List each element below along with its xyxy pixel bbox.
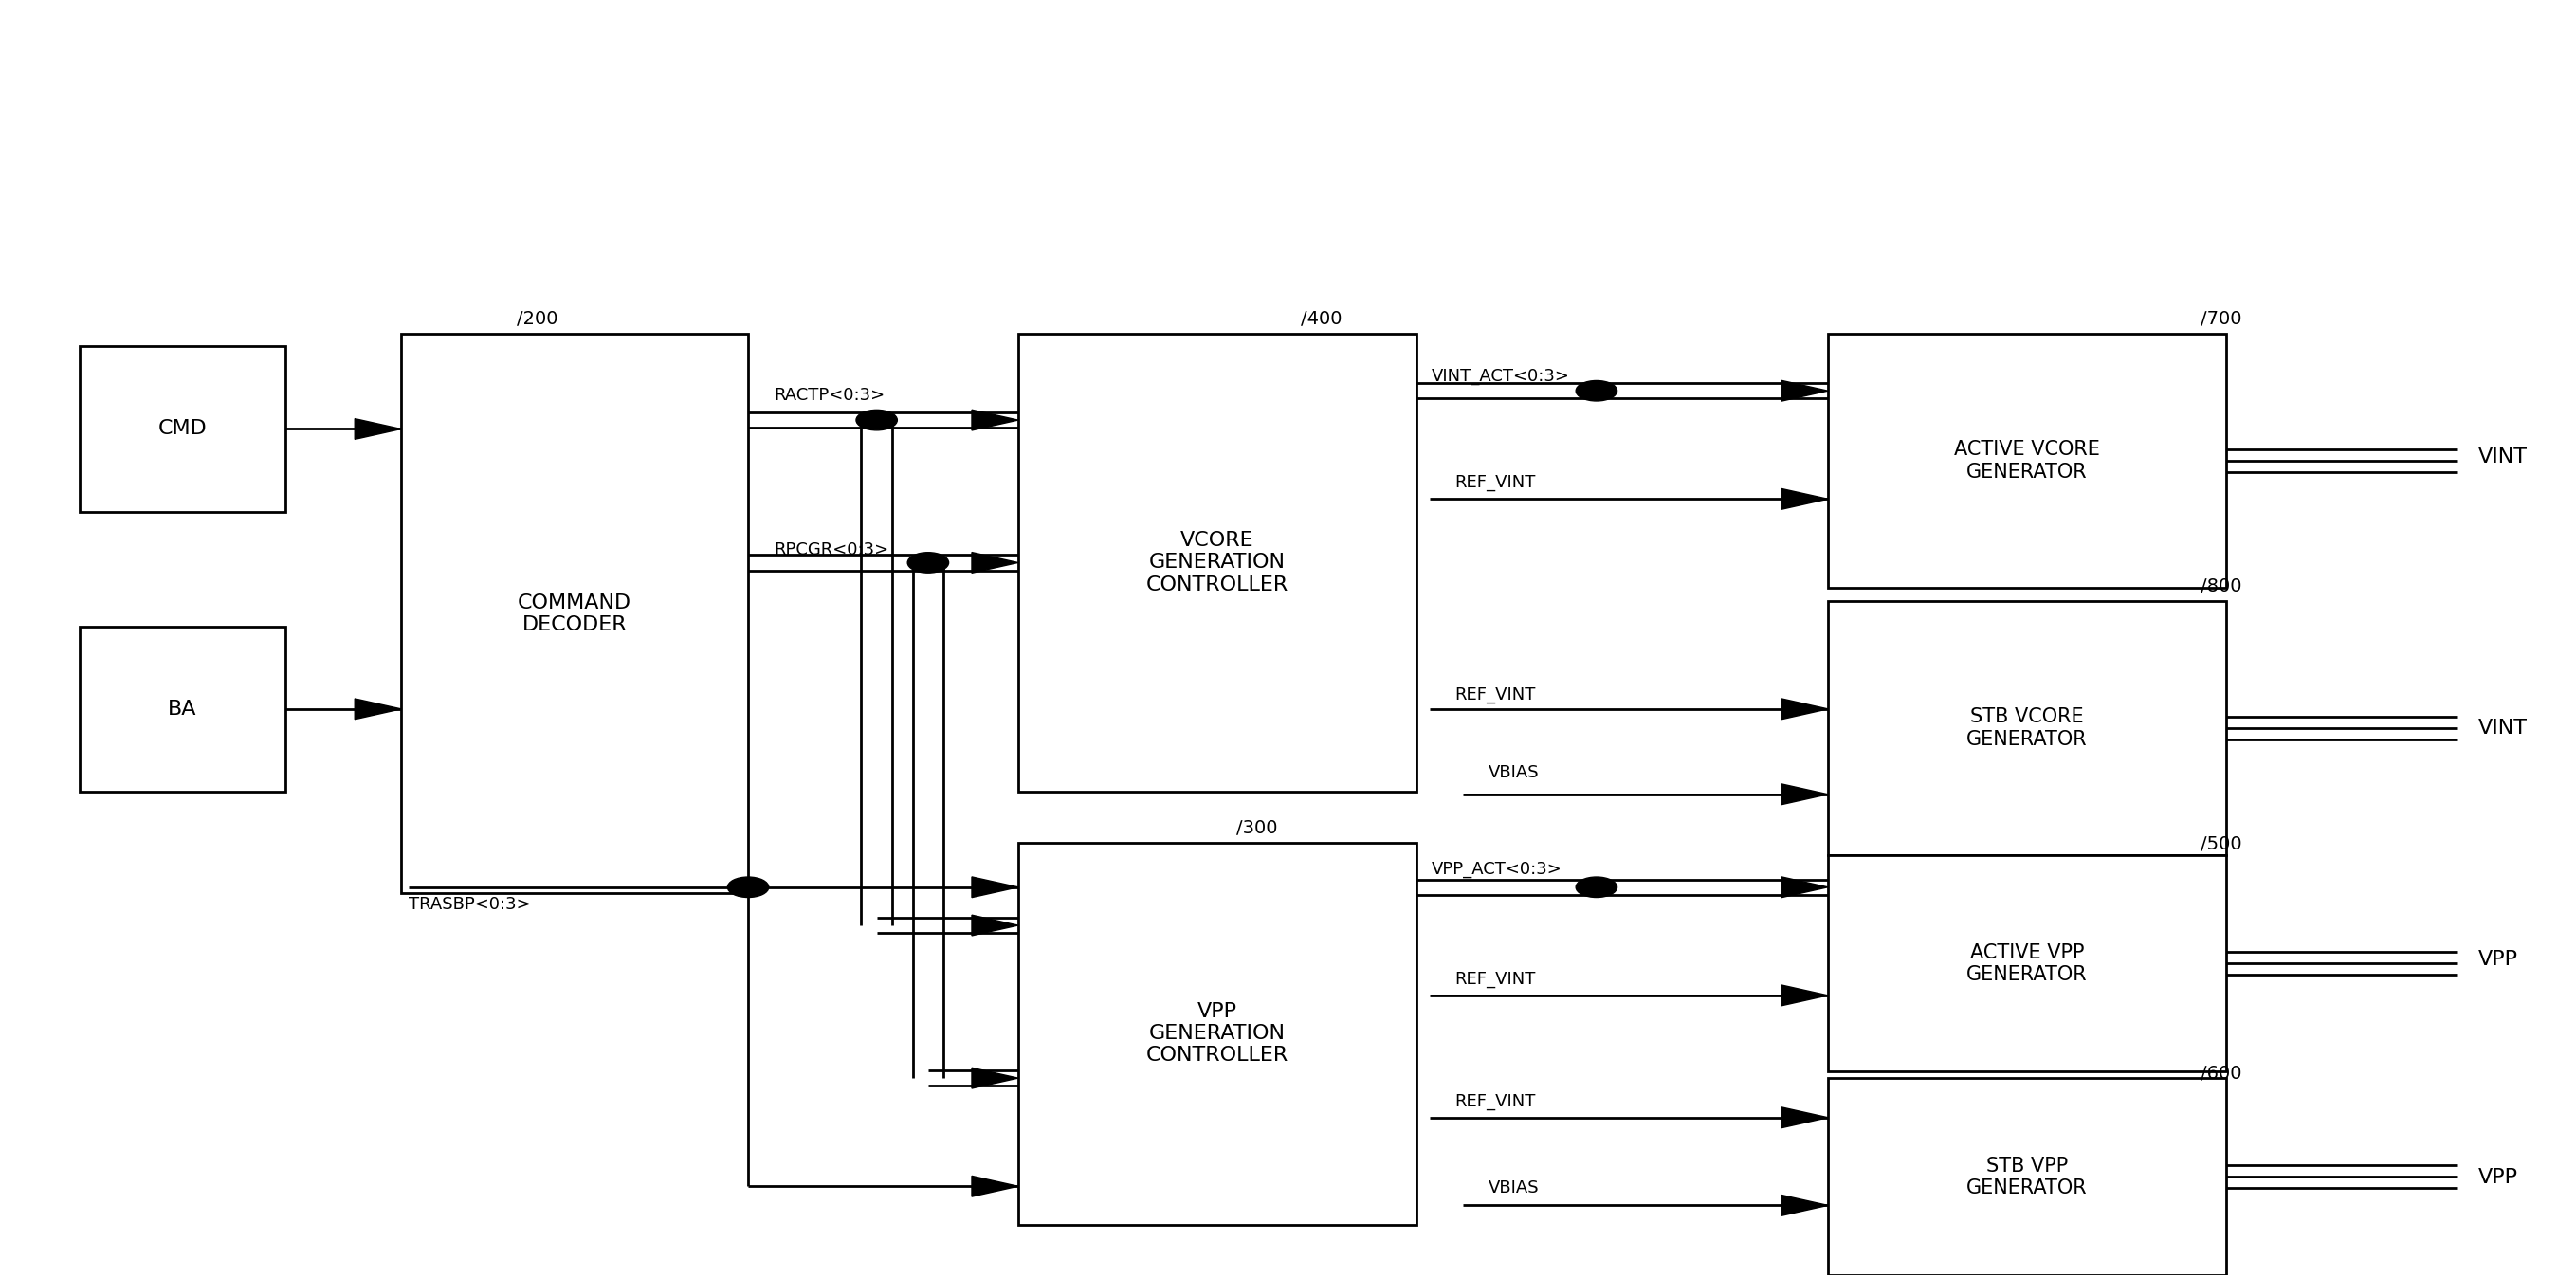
Text: ∕300: ∕300 xyxy=(1236,818,1278,836)
Text: ∕700: ∕700 xyxy=(2200,309,2241,327)
Polygon shape xyxy=(971,915,1018,935)
Text: VINT: VINT xyxy=(2478,718,2527,737)
Circle shape xyxy=(1577,381,1618,401)
Polygon shape xyxy=(1783,1107,1829,1128)
Polygon shape xyxy=(1783,1195,1829,1215)
Text: COMMAND
DECODER: COMMAND DECODER xyxy=(518,593,631,634)
Text: BA: BA xyxy=(167,699,196,718)
Polygon shape xyxy=(971,877,1018,897)
Text: REF_VINT: REF_VINT xyxy=(1455,1093,1535,1109)
Text: ACTIVE VCORE
GENERATOR: ACTIVE VCORE GENERATOR xyxy=(1955,441,2099,482)
Circle shape xyxy=(907,552,948,573)
Text: VPP: VPP xyxy=(2478,951,2519,969)
Text: VINT: VINT xyxy=(2478,447,2527,466)
Bar xyxy=(80,346,286,511)
Bar xyxy=(402,334,747,893)
Circle shape xyxy=(1577,877,1618,897)
Polygon shape xyxy=(1783,985,1829,1006)
Text: REF_VINT: REF_VINT xyxy=(1455,686,1535,704)
Polygon shape xyxy=(355,699,402,720)
Text: ∕800: ∕800 xyxy=(2200,576,2241,594)
Text: ACTIVE VPP
GENERATOR: ACTIVE VPP GENERATOR xyxy=(1965,943,2087,984)
Text: VCORE
GENERATION
CONTROLLER: VCORE GENERATION CONTROLLER xyxy=(1146,532,1288,594)
Text: RPCGR<0:3>: RPCGR<0:3> xyxy=(773,542,889,558)
Text: STB VCORE
GENERATOR: STB VCORE GENERATOR xyxy=(1965,708,2087,749)
Text: STB VPP
GENERATOR: STB VPP GENERATOR xyxy=(1965,1157,2087,1197)
Polygon shape xyxy=(971,1176,1018,1196)
Polygon shape xyxy=(971,1068,1018,1089)
Circle shape xyxy=(726,877,768,897)
Polygon shape xyxy=(971,552,1018,573)
Polygon shape xyxy=(1783,877,1829,897)
Bar xyxy=(1829,601,2226,855)
Text: VINT_ACT<0:3>: VINT_ACT<0:3> xyxy=(1432,367,1571,385)
Polygon shape xyxy=(971,410,1018,431)
Polygon shape xyxy=(355,419,402,440)
Text: TRASBP<0:3>: TRASBP<0:3> xyxy=(410,896,531,914)
Text: VBIAS: VBIAS xyxy=(1489,764,1540,782)
Text: RACTP<0:3>: RACTP<0:3> xyxy=(773,386,886,404)
Bar xyxy=(1018,334,1417,792)
Text: ∕200: ∕200 xyxy=(518,309,559,327)
Circle shape xyxy=(855,410,896,431)
Text: VPP: VPP xyxy=(2478,1168,2519,1187)
Text: REF_VINT: REF_VINT xyxy=(1455,474,1535,491)
Bar xyxy=(1829,1079,2226,1275)
Text: VPP_ACT<0:3>: VPP_ACT<0:3> xyxy=(1432,861,1564,878)
Bar xyxy=(1829,334,2226,588)
Polygon shape xyxy=(1783,783,1829,805)
Bar xyxy=(80,626,286,792)
Text: ∕600: ∕600 xyxy=(2200,1063,2241,1082)
Text: REF_VINT: REF_VINT xyxy=(1455,971,1535,988)
Polygon shape xyxy=(1783,699,1829,720)
Text: VBIAS: VBIAS xyxy=(1489,1180,1540,1196)
Bar xyxy=(1829,855,2226,1072)
Text: VPP
GENERATION
CONTROLLER: VPP GENERATION CONTROLLER xyxy=(1146,1002,1288,1065)
Text: CMD: CMD xyxy=(157,419,206,438)
Text: ∕500: ∕500 xyxy=(2200,835,2241,852)
Bar xyxy=(1018,842,1417,1224)
Polygon shape xyxy=(1783,488,1829,510)
Polygon shape xyxy=(1783,381,1829,401)
Text: ∕400: ∕400 xyxy=(1301,309,1342,327)
